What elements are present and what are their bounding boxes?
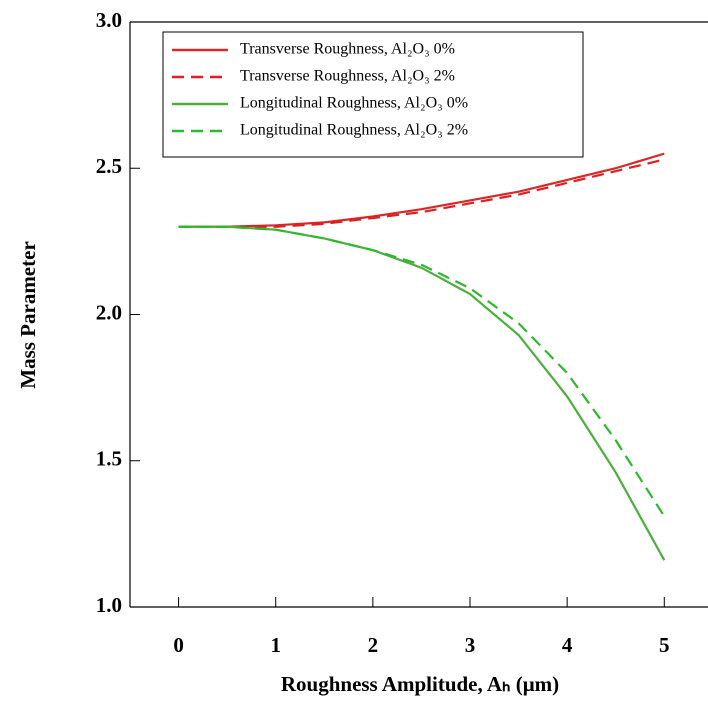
y-axis-title: Mass Parameter xyxy=(16,241,40,389)
x-tick-label: 2 xyxy=(368,633,379,657)
x-tick-label: 1 xyxy=(270,633,281,657)
legend-box xyxy=(162,31,584,158)
data-line xyxy=(178,158,665,228)
x-tick-label: 4 xyxy=(562,633,573,657)
x-tick-label: 0 xyxy=(173,633,184,657)
y-tick-label: 1.5 xyxy=(96,447,122,471)
y-tick-label: 2.5 xyxy=(96,154,122,178)
y-tick-label: 1.0 xyxy=(96,593,122,617)
data-line xyxy=(178,152,665,228)
data-line xyxy=(178,225,666,561)
data-line xyxy=(178,225,666,517)
x-tick-label: 3 xyxy=(465,633,476,657)
y-tick-label: 2.0 xyxy=(96,300,122,324)
legend-label: Longitudinal Roughness, Al₂O₃ 0% xyxy=(240,95,468,112)
x-axis-title: Roughness Amplitude, Aₕ (μm) xyxy=(281,672,559,696)
legend-label: Longitudinal Roughness, Al₂O₃ 2% xyxy=(240,122,468,139)
x-tick-label: 5 xyxy=(659,633,670,657)
legend-label: Transverse Roughness, Al₂O₃ 2% xyxy=(240,68,455,85)
y-tick-label: 3.0 xyxy=(96,8,122,32)
legend-label: Transverse Roughness, Al₂O₃ 0% xyxy=(240,41,455,58)
